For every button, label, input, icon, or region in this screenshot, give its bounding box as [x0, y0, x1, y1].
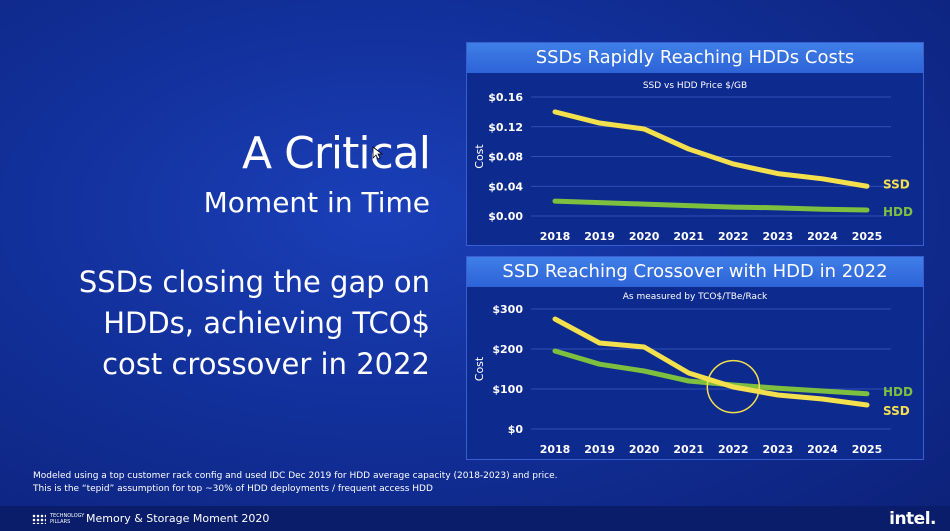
x-tick-label: 2021: [673, 443, 704, 456]
series-line-hdd: [552, 198, 870, 213]
x-tick-label: 2020: [629, 230, 660, 243]
intel-logo: intel.: [889, 509, 936, 529]
x-tick-label: 2018: [540, 443, 571, 456]
y-tick-label: $0.04: [488, 180, 523, 193]
footer-bar: TECHNOLOGY PILLARS Memory & Storage Mome…: [0, 506, 950, 531]
y-tick-label: $300: [492, 303, 523, 316]
x-tick-label: 2025: [852, 230, 883, 243]
x-tick-label: 2024: [807, 443, 838, 456]
headline-title: A Critical: [242, 128, 431, 179]
logo-line-1: TECHNOLOGY: [50, 513, 85, 519]
x-tick-label: 2022: [718, 443, 749, 456]
crossover-circle: [706, 359, 761, 414]
body-line-1: SSDs closing the gap on: [78, 265, 430, 299]
tco-chart-panel: SSD Reaching Crossover with HDD in 2022 …: [466, 256, 924, 460]
x-tick-label: 2023: [763, 443, 794, 456]
chart-title: SSDs Rapidly Reaching HDDs Costs: [467, 43, 923, 73]
chart-title: SSD Reaching Crossover with HDD in 2022: [467, 257, 923, 287]
y-axis-label: Cost: [473, 144, 486, 169]
series-line-ssd: [552, 316, 870, 408]
chart-subtitle: SSD vs HDD Price $/GB: [642, 81, 748, 91]
footnote-line-1: Modeled using a top customer rack config…: [33, 471, 558, 481]
body-text: SSDs closing the gap on HDDs, achieving …: [10, 262, 430, 385]
x-tick-label: 2020: [629, 443, 660, 456]
x-tick-label: 2021: [673, 230, 704, 243]
y-tick-label: $200: [492, 343, 523, 356]
x-tick-label: 2022: [718, 230, 749, 243]
y-tick-label: $0: [508, 423, 524, 436]
x-tick-label: 2024: [807, 230, 838, 243]
technology-pillars-logo: TECHNOLOGY PILLARS: [32, 513, 84, 525]
series-line-ssd: [552, 109, 870, 189]
y-axis-label: Cost: [473, 356, 486, 381]
footnote: Modeled using a top customer rack config…: [33, 470, 558, 496]
series-line-hdd: [552, 348, 870, 397]
legend-hdd: HDD: [883, 205, 913, 219]
y-tick-label: $0.16: [488, 91, 523, 104]
y-tick-label: $0.08: [488, 151, 523, 164]
body-line-3: cost crossover in 2022: [102, 347, 430, 381]
y-tick-label: $100: [492, 383, 523, 396]
y-tick-label: $0.00: [488, 210, 523, 223]
x-tick-label: 2023: [763, 230, 794, 243]
price-chart: $0.00 $0.04 $0.08 $0.12 $0.16 2018 2019 2020 202…: [473, 91, 913, 243]
chart-subtitle: As measured by TCO$/TBe/Rack: [622, 292, 768, 302]
footnote-line-2: This is the “tepid” assumption for top ~…: [33, 484, 433, 494]
x-tick-label: 2018: [540, 230, 571, 243]
legend-ssd: SSD: [883, 177, 910, 191]
body-line-2: HDDs, achieving TCO$: [103, 306, 430, 340]
x-tick-label: 2025: [852, 443, 883, 456]
legend-ssd: SSD: [883, 404, 910, 418]
pillars-dots-icon: [32, 514, 46, 524]
headline-subtitle: Moment in Time: [203, 186, 430, 219]
tco-chart: $0 $100 $200 $300 2018 2019 2020 2021 2022 2023 20…: [473, 303, 913, 456]
y-tick-label: $0.12: [488, 121, 523, 134]
event-name: Memory & Storage Moment 2020: [86, 512, 270, 525]
logo-line-2: PILLARS: [50, 519, 71, 525]
x-tick-label: 2019: [584, 443, 615, 456]
mouse-cursor-icon: [372, 146, 384, 160]
price-chart-panel: SSDs Rapidly Reaching HDDs Costs SSD vs …: [466, 42, 924, 246]
legend-hdd: HDD: [883, 385, 913, 399]
x-tick-label: 2019: [584, 230, 615, 243]
